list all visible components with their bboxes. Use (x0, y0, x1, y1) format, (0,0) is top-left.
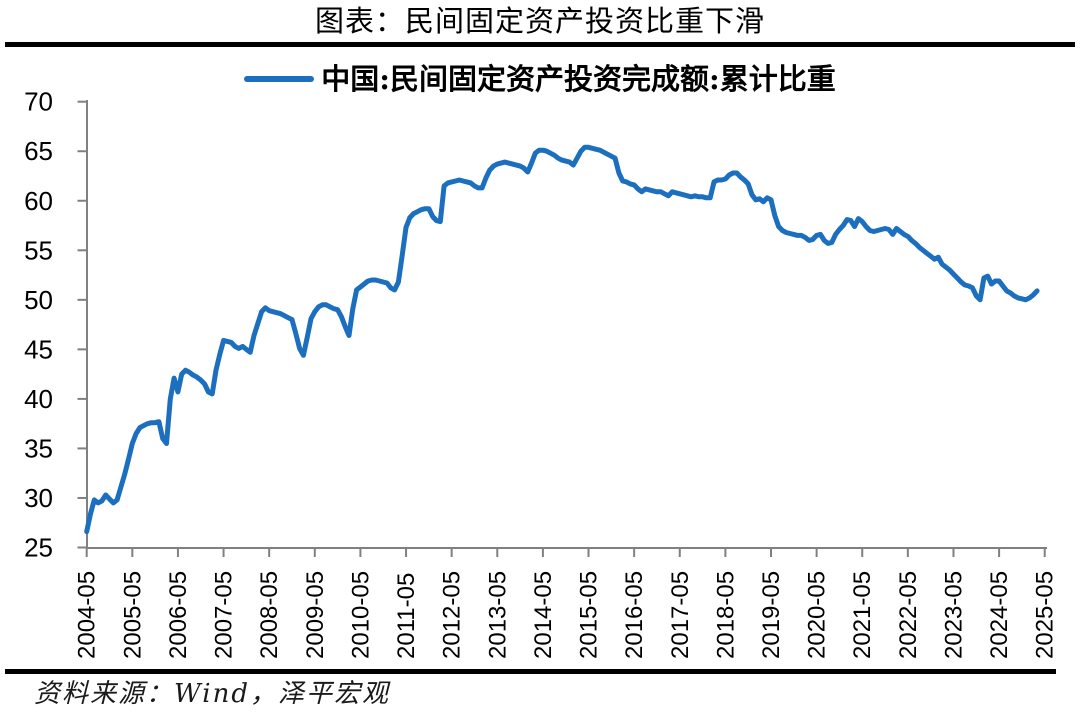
x-axis-tick-label: 2018-05 (712, 571, 739, 659)
y-axis-tick-label: 25 (24, 533, 53, 563)
x-axis-tick-label: 2016-05 (621, 571, 648, 659)
legend-line-swatch (244, 76, 315, 82)
x-axis-tick-label: 2010-05 (347, 571, 374, 659)
y-axis-tick-label: 60 (24, 186, 53, 216)
y-axis-tick-label: 45 (24, 334, 53, 364)
x-axis-tick-label: 2006-05 (165, 571, 192, 659)
x-axis-tick-label: 2025-05 (1032, 571, 1059, 659)
x-axis-tick-label: 2012-05 (439, 571, 466, 659)
data-series-line (84, 144, 1040, 535)
x-axis-tick-label: 2023-05 (940, 571, 967, 659)
y-axis-tick-label: 65 (24, 136, 53, 166)
x-axis-tick-label: 2004-05 (74, 571, 101, 659)
legend-series-label: 中国:民间固定资产投资完成额:累计比重 (321, 62, 836, 96)
chart-legend: 中国:民间固定资产投资完成额:累计比重 (0, 60, 1080, 98)
x-axis-tick-label: 2017-05 (667, 571, 694, 659)
page-title: 图表：民间固定资产投资比重下滑 (314, 4, 765, 38)
x-axis-tick-label: 2007-05 (211, 571, 238, 659)
x-axis-tick-label: 2021-05 (849, 571, 876, 659)
x-axis-tick-label: 2024-05 (986, 571, 1013, 659)
y-axis-tick-label: 30 (24, 483, 53, 513)
y-axis-tick-label: 35 (24, 433, 53, 463)
x-axis-tick-label: 2005-05 (119, 571, 146, 659)
x-axis-tick-label: 2015-05 (576, 571, 603, 659)
y-axis-tick-label: 55 (24, 235, 53, 265)
x-axis-tick-label: 2013-05 (484, 571, 511, 659)
top-divider (5, 42, 1075, 47)
x-axis-tick-label: 2011-05 (393, 573, 420, 659)
x-axis-tick-label: 2014-05 (530, 571, 557, 659)
bottom-divider (5, 669, 1056, 674)
x-axis-tick-label: 2009-05 (302, 571, 329, 659)
x-axis-tick-label: 2022-05 (895, 571, 922, 659)
y-axis-tick-label: 70 (24, 87, 53, 117)
y-axis-tick-label: 40 (24, 384, 53, 414)
x-axis-tick-label: 2020-05 (804, 571, 831, 659)
x-axis-tick-label: 2008-05 (256, 571, 283, 659)
x-axis-tick-label: 2019-05 (758, 571, 785, 659)
source-note: 资料来源：Wind，泽平宏观 (34, 679, 390, 709)
y-axis-tick-label: 50 (24, 285, 53, 315)
